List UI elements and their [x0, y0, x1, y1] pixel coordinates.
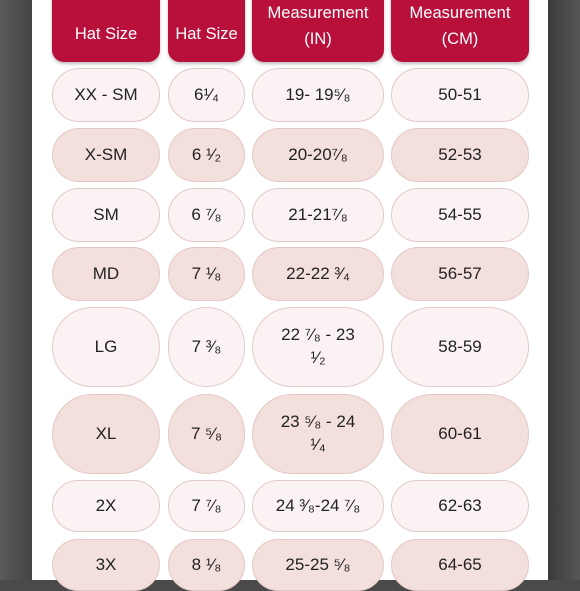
cell-hat-size: 6¹⁄₄ [168, 68, 245, 122]
cell-hat-size-text: 6¹⁄₄ [194, 84, 219, 104]
cell-measurement-cm-text: 60-61 [438, 423, 482, 443]
cell-measurement-cm-text: 54-55 [438, 204, 482, 224]
cell-measurement-in: 19- 19⁵⁄₈ [252, 68, 384, 122]
cell-hat-size-text: 7 ³⁄₈ [191, 336, 222, 356]
cell-measurement-in: 21-21⁷⁄₈ [252, 188, 384, 242]
cell-size-label: MD [52, 247, 160, 301]
cell-hat-size-text: 7 ⁵⁄₈ [190, 423, 223, 443]
cell-measurement-cm: 50-51 [391, 68, 529, 122]
cell-hat-size-text: 7 ¹⁄₈ [191, 263, 222, 283]
header-hat-size-numeric-text: Hat Size [175, 25, 238, 44]
cell-size-label-text: LG [94, 336, 118, 356]
header-hat-size-numeric: Hat Size [168, 0, 245, 62]
cell-measurement-in-text: 22 ⁷⁄₈ - 23 ¹⁄₂ [281, 325, 355, 367]
cell-measurement-cm: 56-57 [391, 247, 529, 301]
header-measurement-in-text: Measurement (IN) [267, 4, 369, 48]
cell-measurement-in: 22 ⁷⁄₈ - 23 ¹⁄₂ [252, 307, 384, 387]
cell-measurement-cm-text: 50-51 [438, 84, 482, 104]
cell-hat-size: 7 ¹⁄₈ [168, 247, 245, 301]
cell-measurement-in-text: 23 ⁵⁄₈ - 24 ¹⁄₄ [280, 412, 356, 454]
cell-size-label-text: XX - SM [74, 84, 138, 104]
cell-hat-size: 6 ⁷⁄₈ [168, 188, 245, 242]
cell-measurement-cm: 52-53 [391, 128, 529, 182]
cell-size-label: SM [52, 188, 160, 242]
cell-hat-size: 7 ⁵⁄₈ [168, 394, 245, 474]
cell-measurement-cm: 54-55 [391, 188, 529, 242]
cell-measurement-in-text: 22-22 ³⁄₄ [286, 263, 350, 283]
cell-hat-size: 8 ¹⁄₈ [168, 539, 245, 591]
cell-measurement-in: 25-25 ⁵⁄₈ [252, 539, 384, 591]
cell-size-label-text: 2X [95, 495, 117, 515]
cell-measurement-cm: 60-61 [391, 394, 529, 474]
cell-size-label-text: SM [93, 204, 119, 224]
cell-size-label-text: 3X [95, 554, 117, 574]
cell-measurement-cm-text: 64-65 [438, 554, 482, 574]
cell-size-label: XL [52, 394, 160, 474]
cell-hat-size-text: 6 ¹⁄₂ [191, 144, 222, 164]
cell-hat-size: 6 ¹⁄₂ [168, 128, 245, 182]
cell-measurement-in: 22-22 ³⁄₄ [252, 247, 384, 301]
cell-measurement-cm-text: 56-57 [438, 263, 482, 283]
cell-measurement-cm: 64-65 [391, 539, 529, 591]
cell-measurement-cm-text: 62-63 [438, 495, 482, 515]
cell-size-label: 2X [52, 480, 160, 532]
right-backdrop [548, 0, 580, 580]
cell-measurement-cm-text: 58-59 [438, 336, 482, 356]
cell-measurement-in-text: 19- 19⁵⁄₈ [285, 84, 351, 104]
cell-size-label: 3X [52, 539, 160, 591]
header-hat-size-text: Hat Size [74, 25, 138, 44]
header-measurement-cm: Measurement (CM) [391, 0, 529, 62]
cell-measurement-in: 20-20⁷⁄₈ [252, 128, 384, 182]
cell-measurement-in-text: 24 ³⁄₈-24 ⁷⁄₈ [275, 495, 361, 515]
cell-hat-size-text: 6 ⁷⁄₈ [191, 204, 222, 224]
left-backdrop [0, 0, 32, 580]
cell-measurement-cm-text: 52-53 [438, 144, 482, 164]
cell-measurement-in-text: 21-21⁷⁄₈ [288, 204, 348, 224]
cell-size-label-text: MD [92, 263, 120, 283]
header-hat-size: Hat Size [52, 0, 160, 62]
cell-measurement-in-text: 20-20⁷⁄₈ [288, 144, 348, 164]
cell-measurement-in: 23 ⁵⁄₈ - 24 ¹⁄₄ [252, 394, 384, 474]
cell-hat-size-text: 7 ⁷⁄₈ [191, 495, 222, 515]
cell-hat-size-text: 8 ¹⁄₈ [191, 554, 222, 574]
cell-size-label: X-SM [52, 128, 160, 182]
cell-size-label-text: X-SM [84, 144, 128, 164]
cell-measurement-in-text: 25-25 ⁵⁄₈ [285, 554, 351, 574]
cell-size-label-text: XL [95, 423, 117, 443]
cell-measurement-cm: 58-59 [391, 307, 529, 387]
cell-measurement-in: 24 ³⁄₈-24 ⁷⁄₈ [252, 480, 384, 532]
cell-size-label: XX - SM [52, 68, 160, 122]
cell-measurement-cm: 62-63 [391, 480, 529, 532]
header-measurement-in: Measurement (IN) [252, 0, 384, 62]
cell-size-label: LG [52, 307, 160, 387]
cell-hat-size: 7 ⁷⁄₈ [168, 480, 245, 532]
header-measurement-cm-text: Measurement (CM) [409, 4, 511, 48]
cell-hat-size: 7 ³⁄₈ [168, 307, 245, 387]
